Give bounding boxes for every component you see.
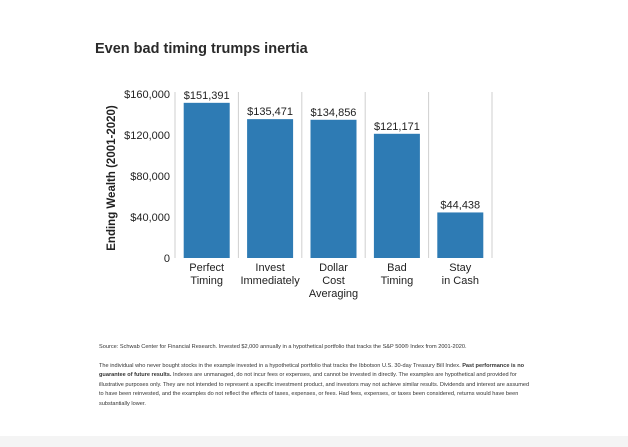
x-category-label: Averaging: [309, 288, 358, 300]
y-tick-label: 0: [164, 253, 170, 265]
x-category-label: Cost: [322, 275, 345, 287]
bar-value-label: $135,471: [247, 106, 293, 118]
bar-value-label: $134,856: [311, 107, 357, 119]
x-category-label: Dollar: [319, 262, 348, 274]
x-category-label: Invest: [255, 262, 284, 274]
y-tick-label: $40,000: [130, 212, 170, 224]
bottom-shade: [0, 436, 628, 447]
bar-value-label: $151,391: [184, 90, 230, 102]
x-category-label: Bad: [387, 262, 407, 274]
bar-value-label: $44,438: [440, 199, 480, 211]
source-note: Source: Schwab Center for Financial Rese…: [99, 344, 467, 350]
x-category-label: in Cash: [442, 275, 479, 287]
y-tick-label: $160,000: [124, 89, 170, 101]
x-category-label: Perfect: [189, 262, 224, 274]
bar-chart: Ending Wealth (2001-2020) 0 $40,000 $80,000…: [106, 89, 493, 300]
y-axis-label: Ending Wealth (2001-2020): [106, 105, 118, 251]
footnotes: Source: Schwab Center for Financial Rese…: [99, 343, 531, 419]
bar-value-label: $121,171: [374, 121, 420, 133]
chart-title: Even bad timing trumps inertia: [95, 41, 308, 57]
y-tick-label: $80,000: [130, 171, 170, 183]
bar: [373, 133, 420, 258]
x-category-label: Timing: [381, 275, 414, 287]
x-category-label: Stay: [449, 262, 472, 274]
y-tick-label: $120,000: [124, 130, 170, 142]
bar: [247, 119, 294, 258]
disclaimer-bold: Past performance is no guarantee of futu…: [99, 362, 525, 379]
bar: [183, 102, 230, 259]
bar: [310, 119, 357, 258]
disclaimer-intro: The individual who never bought stocks i…: [99, 362, 461, 369]
x-category-label: Immediately: [240, 275, 300, 287]
x-category-label: Timing: [190, 275, 223, 287]
bar: [437, 212, 484, 258]
disclaimer-rest: Indexes are unmanaged, do not incur fees…: [99, 372, 530, 407]
disclaimer: The individual who never bought stocks i…: [99, 362, 531, 410]
